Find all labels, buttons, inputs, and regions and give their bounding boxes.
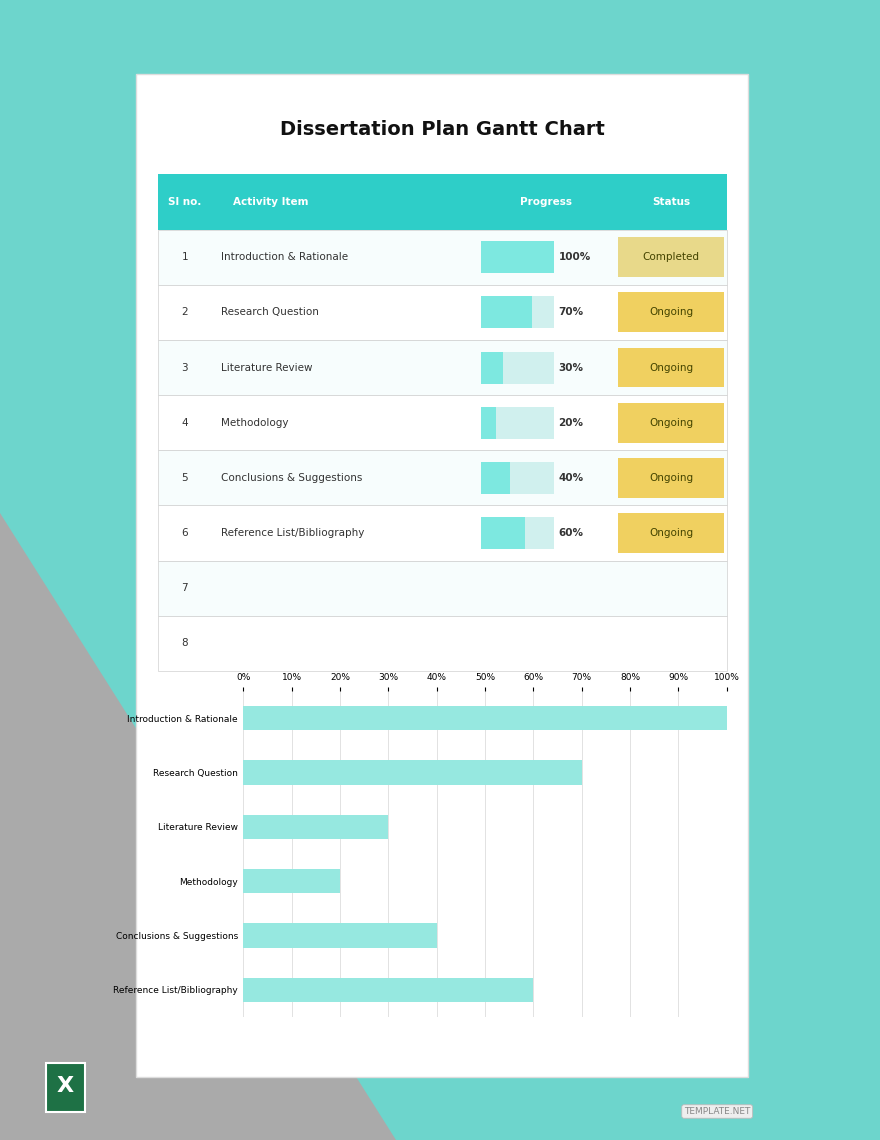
Text: Progress: Progress	[520, 197, 572, 207]
FancyBboxPatch shape	[158, 229, 727, 285]
Text: 2: 2	[181, 308, 188, 317]
Text: Research Question: Research Question	[221, 308, 319, 317]
Bar	[244, 815, 388, 839]
Bar	[244, 760, 582, 784]
Text: 1: 1	[181, 252, 188, 262]
FancyBboxPatch shape	[481, 462, 554, 494]
Text: Ongoing: Ongoing	[649, 363, 693, 373]
FancyBboxPatch shape	[618, 402, 724, 442]
Text: Literature Review: Literature Review	[221, 363, 312, 373]
FancyBboxPatch shape	[618, 237, 724, 277]
Bar	[244, 923, 436, 947]
FancyBboxPatch shape	[481, 351, 554, 383]
FancyBboxPatch shape	[158, 340, 727, 396]
Text: X: X	[56, 1076, 74, 1097]
Text: Completed: Completed	[642, 252, 700, 262]
Text: Reference List/Bibliography: Reference List/Bibliography	[221, 528, 364, 538]
FancyBboxPatch shape	[481, 407, 554, 439]
FancyBboxPatch shape	[481, 462, 510, 494]
FancyBboxPatch shape	[618, 458, 724, 498]
FancyBboxPatch shape	[618, 293, 724, 332]
Bar	[244, 869, 340, 894]
Text: Introduction & Rationale: Introduction & Rationale	[221, 252, 348, 262]
Text: 8: 8	[181, 638, 188, 649]
FancyBboxPatch shape	[158, 396, 727, 450]
FancyBboxPatch shape	[481, 242, 554, 274]
Text: Ongoing: Ongoing	[649, 417, 693, 428]
Bar	[244, 706, 727, 731]
Text: 5: 5	[181, 473, 188, 483]
Text: 3: 3	[181, 363, 188, 373]
Text: Sl no.: Sl no.	[168, 197, 202, 207]
Text: 100%: 100%	[559, 252, 590, 262]
Text: Activity Item: Activity Item	[233, 197, 309, 207]
FancyBboxPatch shape	[158, 450, 727, 505]
Text: Ongoing: Ongoing	[649, 473, 693, 483]
FancyBboxPatch shape	[481, 351, 503, 383]
FancyBboxPatch shape	[481, 296, 532, 328]
FancyBboxPatch shape	[158, 561, 727, 616]
FancyBboxPatch shape	[158, 505, 727, 561]
FancyBboxPatch shape	[618, 513, 724, 553]
FancyBboxPatch shape	[158, 174, 727, 229]
Text: 40%: 40%	[559, 473, 583, 483]
Text: 60%: 60%	[559, 528, 583, 538]
Text: TEMPLATE.NET: TEMPLATE.NET	[684, 1107, 751, 1116]
Bar	[46, 1062, 84, 1113]
Text: 70%: 70%	[559, 308, 583, 317]
FancyBboxPatch shape	[158, 616, 727, 671]
FancyBboxPatch shape	[481, 242, 554, 274]
FancyBboxPatch shape	[618, 348, 724, 388]
Text: Methodology: Methodology	[221, 417, 289, 428]
Text: Dissertation Plan Gantt Chart: Dissertation Plan Gantt Chart	[280, 120, 605, 139]
FancyBboxPatch shape	[481, 407, 495, 439]
Text: Conclusions & Suggestions: Conclusions & Suggestions	[221, 473, 363, 483]
Text: 7: 7	[181, 584, 188, 593]
Text: 30%: 30%	[559, 363, 583, 373]
Bar	[244, 978, 533, 1002]
Text: Ongoing: Ongoing	[649, 528, 693, 538]
FancyBboxPatch shape	[481, 296, 554, 328]
Text: 6: 6	[181, 528, 188, 538]
Text: 4: 4	[181, 417, 188, 428]
Text: Ongoing: Ongoing	[649, 308, 693, 317]
FancyBboxPatch shape	[481, 518, 554, 549]
FancyBboxPatch shape	[481, 518, 524, 549]
Polygon shape	[0, 513, 396, 1140]
Text: Status: Status	[652, 197, 690, 207]
Text: 20%: 20%	[559, 417, 583, 428]
FancyBboxPatch shape	[158, 285, 727, 340]
